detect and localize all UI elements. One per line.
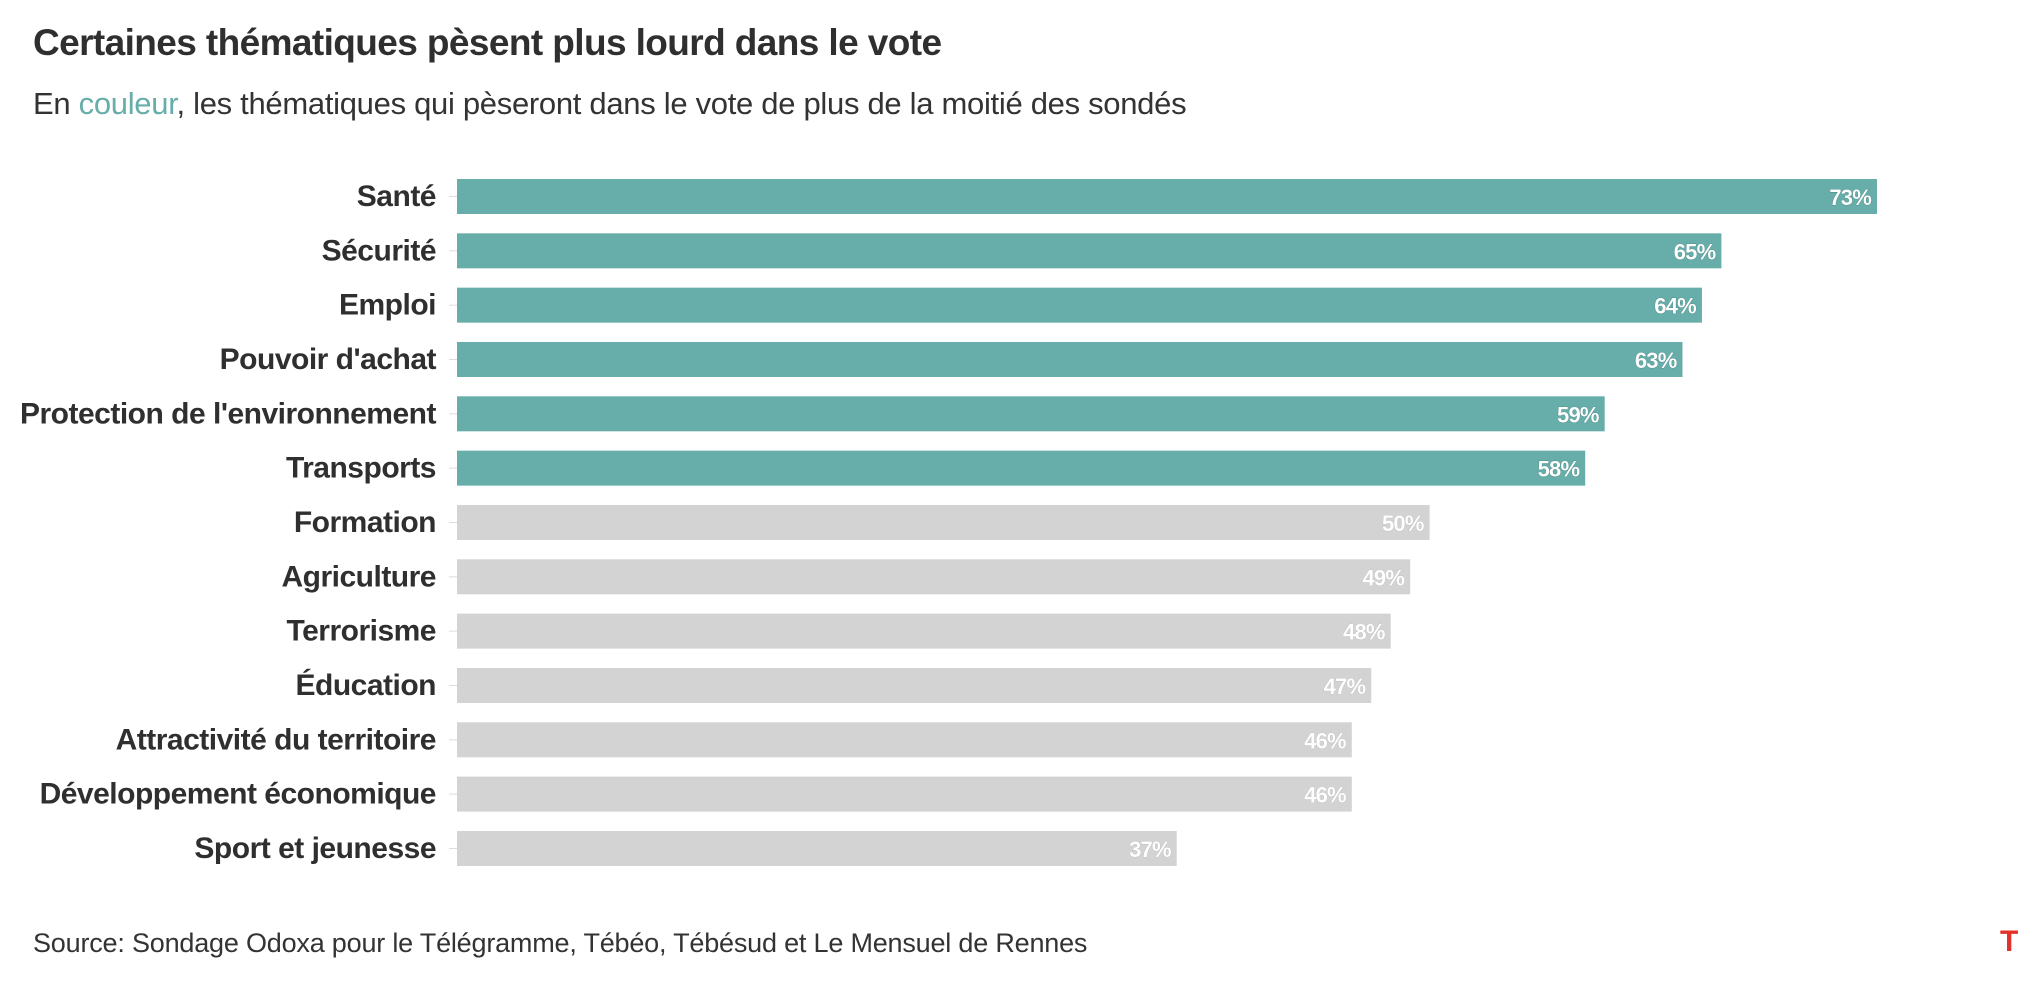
value-label: 48% bbox=[1343, 620, 1385, 645]
category-label: Éducation bbox=[295, 668, 436, 702]
value-label: 50% bbox=[1382, 511, 1424, 536]
bar-chart: Santé 73% Sécurité 65% Emploi 64% Pouvoir d'ac… bbox=[20, 179, 1877, 866]
value-label: 64% bbox=[1654, 294, 1696, 319]
bar bbox=[457, 450, 1586, 486]
bar bbox=[457, 613, 1391, 649]
chart-title: Certaines thématiques pèsent plus lourd … bbox=[33, 22, 942, 63]
value-label: 58% bbox=[1538, 457, 1580, 482]
bar bbox=[457, 776, 1352, 812]
value-label: 73% bbox=[1829, 185, 1871, 210]
bar bbox=[457, 233, 1722, 269]
value-label: 63% bbox=[1635, 348, 1677, 373]
bar bbox=[457, 559, 1411, 595]
category-label: Transports bbox=[286, 452, 436, 485]
category-label: Terrorisme bbox=[286, 615, 436, 648]
value-label: 46% bbox=[1304, 783, 1346, 808]
category-label: Emploi bbox=[339, 289, 436, 322]
bar bbox=[457, 396, 1605, 432]
bar bbox=[457, 667, 1372, 703]
bar bbox=[457, 179, 1877, 214]
bar bbox=[457, 830, 1177, 866]
category-label: Sécurité bbox=[322, 234, 436, 267]
value-label: 49% bbox=[1363, 565, 1405, 590]
value-label: 47% bbox=[1324, 674, 1366, 699]
category-label: Développement économique bbox=[40, 778, 436, 811]
chart-subtitle: En couleur, les thématiques qui pèseront… bbox=[33, 86, 1187, 122]
value-label: 37% bbox=[1129, 837, 1171, 862]
bar bbox=[457, 341, 1683, 377]
category-label: Sport et jeunesse bbox=[194, 832, 436, 865]
bar bbox=[457, 287, 1702, 323]
category-label: Santé bbox=[357, 180, 436, 213]
category-label: Attractivité du territoire bbox=[116, 723, 436, 756]
value-label: 59% bbox=[1557, 402, 1599, 427]
source-note: Source: Sondage Odoxa pour le Télégramme… bbox=[33, 928, 1088, 958]
category-label: Pouvoir d'achat bbox=[220, 343, 437, 376]
bar bbox=[457, 722, 1352, 758]
subtitle-suffix: , les thématiques qui pèseront dans le v… bbox=[176, 86, 1187, 121]
publisher-logo: T bbox=[2000, 925, 2019, 958]
subtitle-highlight: couleur bbox=[78, 86, 177, 121]
value-label: 46% bbox=[1304, 728, 1346, 753]
category-label: Agriculture bbox=[281, 560, 436, 593]
subtitle-prefix: En bbox=[33, 86, 79, 121]
value-label: 65% bbox=[1674, 239, 1716, 264]
bar bbox=[457, 504, 1430, 540]
category-label: Protection de l'environnement bbox=[20, 397, 437, 430]
category-label: Formation bbox=[294, 506, 436, 539]
